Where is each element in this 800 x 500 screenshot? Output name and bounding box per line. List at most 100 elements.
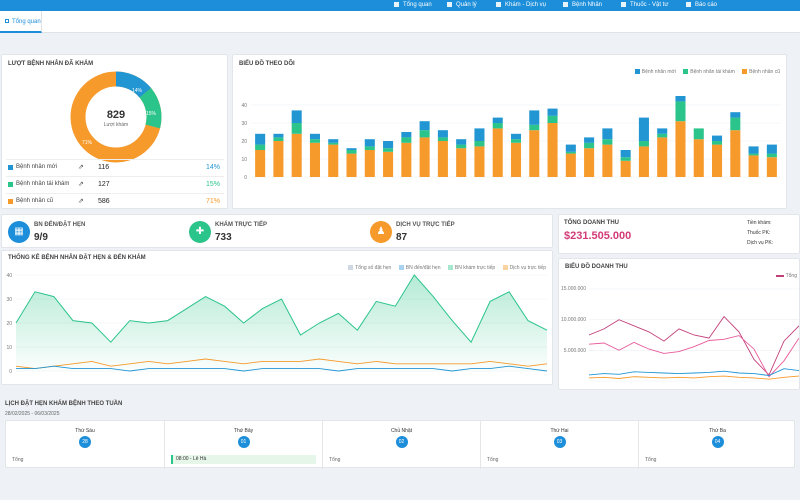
trend-icon: ⇗: [78, 198, 84, 205]
donut-label-return: 15%: [146, 111, 157, 117]
bar-segment: [565, 153, 576, 177]
nav-item-manage[interactable]: Quản lý: [447, 0, 477, 11]
nav-item-report[interactable]: Báo cáo: [686, 0, 717, 11]
bar-segment: [346, 148, 357, 150]
bar-segment: [383, 151, 394, 177]
bar-segment: [730, 112, 741, 118]
tracking-card: BIỂU ĐỒ THEO DÕI Bệnh nhân mới Bệnh nhân…: [232, 54, 787, 209]
row-label: Bệnh nhân tái khám: [16, 181, 70, 187]
bar-segment: [620, 157, 631, 161]
bar-segment: [693, 128, 704, 140]
legend-swatch: [8, 165, 13, 170]
y-tick-label: 30: [241, 121, 247, 127]
appointments-area-chart: 0 10 20 30 40: [6, 273, 548, 375]
bar-segment: [309, 142, 320, 177]
revenue-chart-title: BIỂU ĐỒ DOANH THU: [565, 264, 628, 270]
nav-item-medicine[interactable]: Thuốc - Vật tư: [621, 0, 668, 11]
bar-segment: [730, 130, 741, 177]
bar-segment: [383, 141, 394, 149]
bar-segment: [730, 117, 741, 131]
schedule-range: 28/02/2025 - 06/03/2025: [5, 411, 60, 417]
legend-swatch: [8, 182, 13, 187]
manage-icon: [447, 1, 452, 7]
bar-segment: [364, 139, 375, 147]
bar-segment: [510, 133, 522, 140]
bar-segment: [602, 144, 613, 177]
bar-segment: [748, 155, 759, 177]
revenue-card: TỔNG DOANH THU $231.505.000 Tiền khám: T…: [558, 214, 800, 254]
bar-segment: [419, 137, 430, 177]
patient-icon: [563, 1, 568, 7]
bar-segment: [492, 128, 503, 177]
bar-segment: [255, 144, 266, 150]
visits-row-new: Bệnh nhân mới ⇗ 116 14%: [6, 159, 224, 176]
bar-segment: [547, 108, 558, 116]
service-icon: ♟: [370, 221, 392, 243]
nav-item-exam-service[interactable]: Khám - Dịch vụ: [496, 0, 546, 11]
bar-segment: [584, 137, 595, 143]
bar-segment: [364, 150, 375, 177]
kpi-strip: ▦ BN ĐẾN/ĐẶT HẸN 9/9 ✚ KHÁM TRỰC TIẾP 73…: [1, 214, 553, 248]
bar-segment: [602, 139, 613, 145]
bar-segment: [291, 110, 302, 123]
row-percent: 71%: [205, 198, 220, 205]
schedule-card: LỊCH ĐẶT HẸN KHÁM BỆNH THEO TUẦN 28/02/2…: [1, 396, 800, 470]
nav-item-overview[interactable]: Tổng quan: [394, 0, 432, 11]
bar-segment: [529, 124, 540, 131]
donut-label-new: 14%: [132, 88, 143, 94]
day-column-fri[interactable]: Thứ Sáu 28 Tổng: [12, 428, 95, 463]
day-column-sat[interactable]: Thứ Bảy 01 08:00 - Lê Hà: [164, 421, 322, 469]
bar-segment: [638, 141, 649, 147]
legend-swatch-direct-exam: [447, 265, 453, 271]
row-percent: 14%: [205, 164, 220, 171]
bar-segment: [456, 148, 467, 177]
bar-segment: [291, 123, 302, 134]
series-line: [16, 365, 548, 372]
day-column-mon[interactable]: Thứ Hai 03 Tổng: [480, 421, 638, 469]
nav-item-patients[interactable]: Bệnh Nhân: [563, 0, 602, 11]
bar-segment: [273, 137, 284, 141]
y-tick-label: 0: [9, 369, 12, 375]
bar-segment: [529, 110, 540, 125]
bar-segment: [328, 139, 339, 143]
day-column-sun[interactable]: Chủ Nhật 02 Tổng: [322, 421, 480, 469]
bar-segment: [255, 150, 266, 177]
y-tick-label: 40: [6, 273, 12, 279]
revenue-line: [588, 375, 799, 380]
revenue-service-label: Dịch vụ PK:: [747, 240, 774, 246]
bar-segment: [474, 146, 485, 177]
bar-segment: [456, 144, 467, 149]
row-count: 116: [98, 164, 110, 171]
report-icon: [686, 1, 691, 7]
revenue-title: TỔNG DOANH THU: [564, 220, 619, 226]
revenue-chart-card: BIỂU ĐỒ DOANH THU Tổng 15.000.000 10.000…: [558, 258, 800, 390]
y-tick-label: 15.000.000: [561, 286, 586, 292]
bar-segment: [547, 123, 558, 177]
bar-segment: [712, 135, 723, 141]
bar-segment: [437, 141, 448, 177]
visits-row-old: Bệnh nhân cũ ⇗ 586 71%: [6, 193, 224, 210]
stethoscope-icon: ✚: [189, 221, 211, 243]
row-count: 586: [98, 198, 110, 205]
day-column-tue[interactable]: Thứ Ba 04 Tổng: [638, 421, 796, 469]
date-badge: 01: [237, 436, 250, 448]
appointments-title: THỐNG KÊ BỆNH NHÂN ĐẶT HẸN & ĐẾN KHÁM: [8, 255, 146, 261]
bar-segment: [675, 121, 686, 177]
bar-segment: [401, 142, 412, 177]
visits-total: 829: [107, 109, 125, 121]
tab-overview[interactable]: Tổng quan: [0, 11, 42, 33]
kpi-label-direct-exam: KHÁM TRỰC TIẾP: [215, 222, 267, 228]
bar-segment: [584, 142, 595, 149]
y-tick-label: 10: [6, 345, 12, 351]
bar-segment: [419, 130, 430, 138]
revenue-chart-legend: Tổng: [770, 273, 797, 279]
bar-segment: [675, 96, 686, 102]
legend-swatch-arrived: [398, 265, 404, 271]
bar-segment: [255, 133, 266, 145]
appointment-chip[interactable]: 08:00 - Lê Hà: [171, 455, 316, 464]
bar-segment: [346, 150, 357, 154]
bar-segment: [766, 153, 777, 158]
bar-segment: [565, 144, 576, 152]
bar-segment: [401, 132, 412, 138]
bar-segment: [766, 157, 777, 177]
